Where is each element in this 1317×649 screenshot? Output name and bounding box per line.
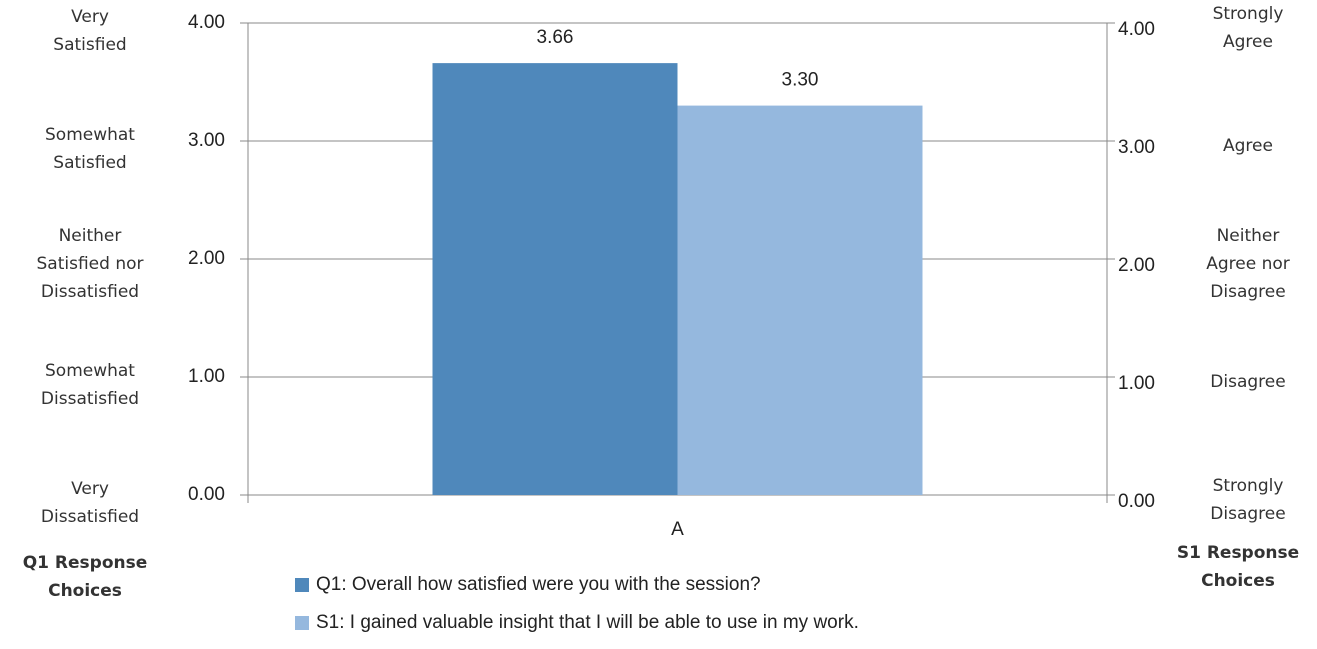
y2-tick-label: 2.00 xyxy=(1118,255,1155,276)
y-choice-label: Somewhat xyxy=(45,361,135,381)
y2-choice-label: Strongly xyxy=(1213,476,1284,496)
bar xyxy=(432,63,678,496)
y2-choice-label: Disagree xyxy=(1210,372,1285,392)
y-choice-label: Satisfied xyxy=(53,153,126,173)
y2-tick-label: 1.00 xyxy=(1118,373,1155,394)
y2-axis-title: Choices xyxy=(1201,571,1275,591)
bar xyxy=(677,105,923,495)
y-choice-label: Dissatisfied xyxy=(41,389,139,409)
y-tick-label: 1.00 xyxy=(188,366,225,387)
y-choice-label: Dissatisfied xyxy=(41,507,139,527)
x-tick-label: A xyxy=(671,519,684,540)
y-axis-title: Q1 Response xyxy=(23,553,148,573)
legend-label: Q1: Overall how satisfied were you with … xyxy=(316,574,761,595)
y2-choice-label: Disagree xyxy=(1210,504,1285,524)
y2-choice-label: Disagree xyxy=(1210,282,1285,302)
y-tick-label: 0.00 xyxy=(188,484,225,505)
y-choice-label: Satisfied nor xyxy=(37,254,144,274)
y-tick-label: 4.00 xyxy=(188,12,225,33)
y2-axis-title: S1 Response xyxy=(1177,543,1299,563)
y2-choice-label: Agree xyxy=(1223,136,1273,156)
y-tick-label: 2.00 xyxy=(188,248,225,269)
y-choice-label: Satisfied xyxy=(53,35,126,55)
legend-swatch xyxy=(295,616,309,630)
y2-tick-label: 4.00 xyxy=(1118,19,1155,40)
y2-choice-label: Neither xyxy=(1217,226,1280,246)
value-label: 3.66 xyxy=(537,27,574,48)
value-label: 3.30 xyxy=(782,70,819,91)
y-choice-label: Somewhat xyxy=(45,125,135,145)
y-choice-label: Very xyxy=(71,479,109,499)
y-choice-label: Very xyxy=(71,7,109,27)
legend-label: S1: I gained valuable insight that I wil… xyxy=(316,612,859,633)
y2-tick-label: 3.00 xyxy=(1118,137,1155,158)
y-tick-label: 3.00 xyxy=(188,130,225,151)
y2-tick-label: 0.00 xyxy=(1118,491,1155,512)
y-axis-title: Choices xyxy=(48,581,122,601)
y2-choice-label: Strongly xyxy=(1213,4,1284,24)
y2-choice-label: Agree nor xyxy=(1206,254,1290,274)
legend-swatch xyxy=(295,578,309,592)
y2-choice-label: Agree xyxy=(1223,32,1273,52)
y-choice-label: Dissatisfied xyxy=(41,282,139,302)
y-choice-label: Neither xyxy=(59,226,122,246)
